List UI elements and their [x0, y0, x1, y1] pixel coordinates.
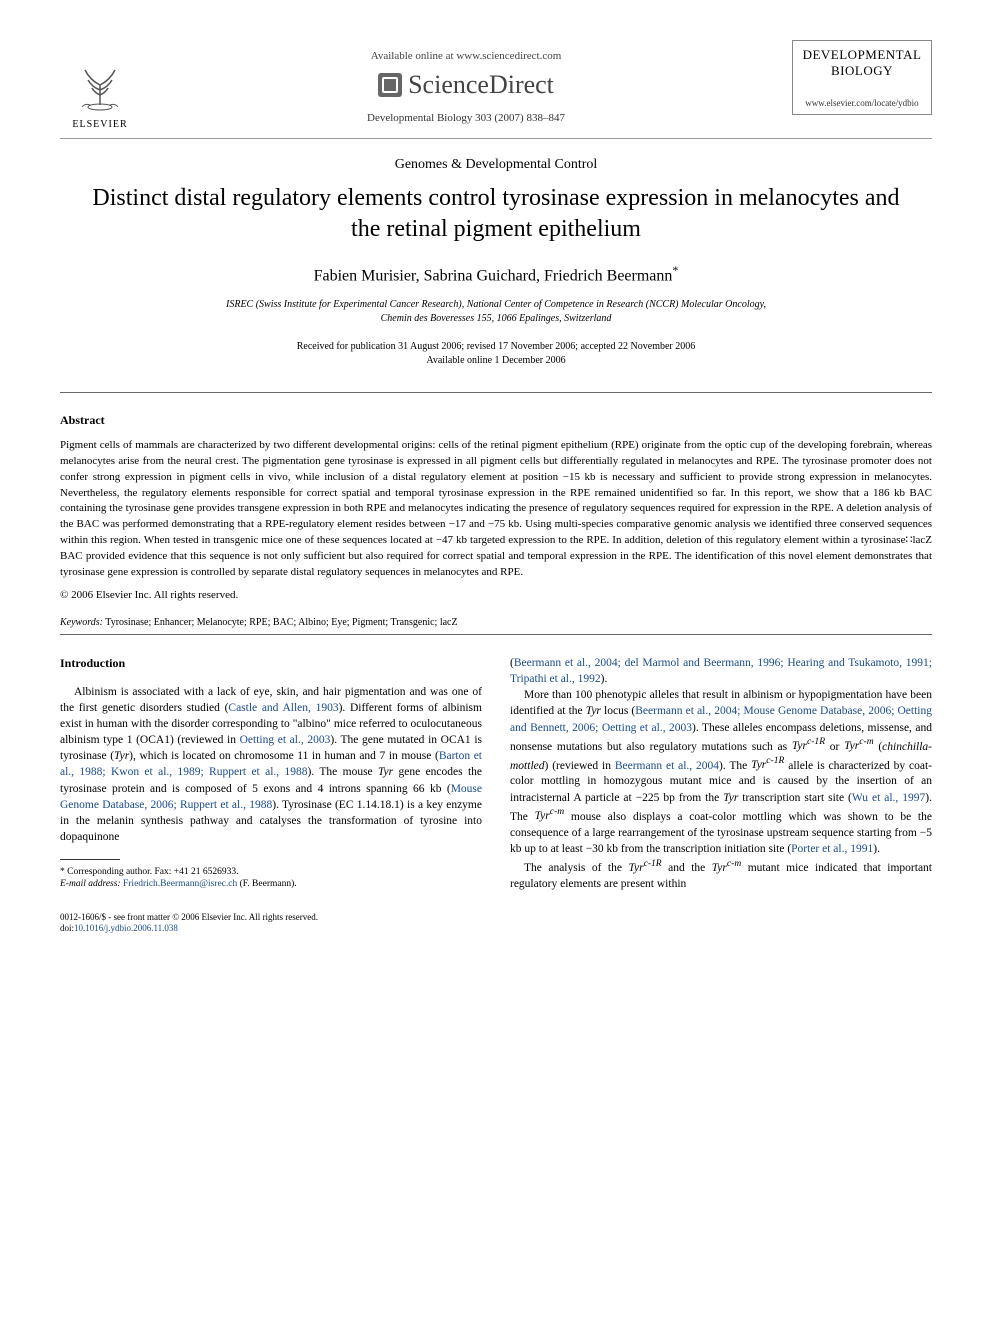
corresponding-footnote: * Corresponding author. Fax: +41 21 6526… — [60, 866, 482, 891]
body-paragraph: Albinism is associated with a lack of ey… — [60, 684, 482, 845]
center-header: Available online at www.sciencedirect.co… — [140, 40, 792, 124]
introduction-heading: Introduction — [60, 655, 482, 672]
email-link[interactable]: Friedrich.Beermann@isrec.ch — [123, 879, 237, 889]
body-paragraph: More than 100 phenotypic alleles that re… — [510, 687, 932, 856]
abstract-text: Pigment cells of mammals are characteriz… — [60, 438, 932, 581]
affiliation: ISREC (Swiss Institute for Experimental … — [60, 298, 932, 326]
sciencedirect-icon — [378, 73, 402, 97]
citation-link[interactable]: Oetting et al., 2003 — [240, 734, 331, 746]
section-label: Genomes & Developmental Control — [60, 157, 932, 173]
article-dates: Received for publication 31 August 2006;… — [60, 340, 932, 368]
journal-citation: Developmental Biology 303 (2007) 838–847 — [140, 112, 792, 124]
available-online-text: Available online at www.sciencedirect.co… — [140, 50, 792, 62]
keywords-list: Tyrosinase; Enhancer; Melanocyte; RPE; B… — [103, 617, 458, 628]
left-column: Introduction Albinism is associated with… — [60, 655, 482, 892]
citation-link[interactable]: Castle and Allen, 1903 — [228, 702, 338, 714]
keywords: Keywords: Tyrosinase; Enhancer; Melanocy… — [60, 617, 932, 628]
citation-link[interactable]: Beermann et al., 2004 — [615, 759, 719, 771]
right-column: (Beermann et al., 2004; del Marmol and B… — [510, 655, 932, 892]
header-row: ELSEVIER Available online at www.science… — [60, 40, 932, 130]
citation-link[interactable]: Beermann et al., 2004; del Marmol and Be… — [510, 657, 932, 685]
elsevier-logo: ELSEVIER — [60, 40, 140, 130]
footnote-divider — [60, 859, 120, 860]
sciencedirect-label: ScienceDirect — [408, 70, 554, 100]
journal-cover-box: DEVELOPMENTAL BIOLOGY www.elsevier.com/l… — [792, 40, 932, 115]
doi-link[interactable]: 10.1016/j.ydbio.2006.11.038 — [74, 923, 178, 933]
article-title: Distinct distal regulatory elements cont… — [60, 183, 932, 245]
citation-link[interactable]: Porter et al., 1991 — [791, 843, 873, 855]
body-paragraph: (Beermann et al., 2004; del Marmol and B… — [510, 655, 932, 687]
email-label: E-mail address: — [60, 879, 123, 889]
body-columns: Introduction Albinism is associated with… — [60, 655, 932, 892]
citation-link[interactable]: Beermann et al., 2004; Mouse Genome Data… — [510, 705, 932, 733]
elsevier-label: ELSEVIER — [72, 119, 127, 130]
elsevier-tree-icon — [70, 55, 130, 115]
journal-url: www.elsevier.com/locate/ydbio — [799, 98, 925, 108]
journal-title: DEVELOPMENTAL BIOLOGY — [799, 47, 925, 78]
citation-link[interactable]: Mouse Genome Database, 2006; Ruppert et … — [60, 783, 482, 811]
authors: Fabien Murisier, Sabrina Guichard, Fried… — [60, 263, 932, 285]
header-divider — [60, 138, 932, 139]
front-matter-line: 0012-1606/$ - see front matter © 2006 El… — [60, 912, 932, 924]
abstract-top-divider — [60, 392, 932, 393]
body-paragraph: The analysis of the Tyrc-1R and the Tyrc… — [510, 857, 932, 892]
doi-line: doi:10.1016/j.ydbio.2006.11.038 — [60, 923, 932, 935]
citation-link[interactable]: Wu et al., 1997 — [852, 792, 925, 804]
keywords-label: Keywords: — [60, 617, 103, 628]
abstract-heading: Abstract — [60, 413, 932, 428]
bottom-bar: 0012-1606/$ - see front matter © 2006 El… — [60, 912, 932, 935]
keywords-divider — [60, 634, 932, 635]
abstract-copyright: © 2006 Elsevier Inc. All rights reserved… — [60, 589, 932, 601]
corresponding-marker: * — [672, 263, 678, 277]
sciencedirect-brand: ScienceDirect — [140, 70, 792, 100]
